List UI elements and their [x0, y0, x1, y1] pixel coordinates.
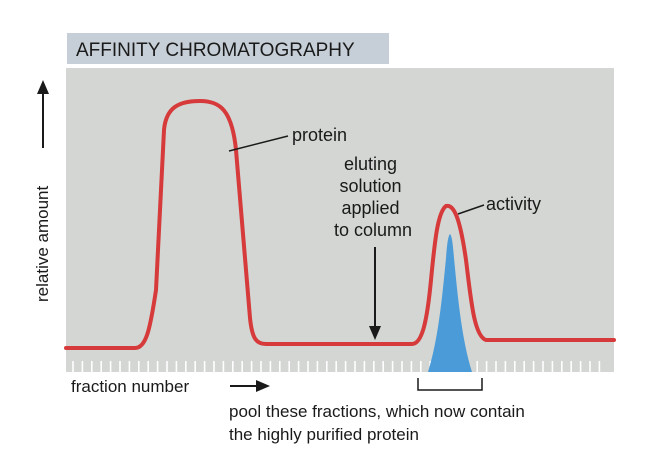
eluting-line-4: to column — [334, 220, 412, 240]
plot-panel — [66, 68, 614, 372]
pool-caption-line-1: pool these fractions, which now contain — [229, 402, 525, 421]
x-axis-label: fraction number — [71, 377, 189, 396]
y-axis-arrow-head — [37, 80, 49, 94]
eluting-line-3: applied — [341, 198, 399, 218]
y-axis-label-group: relative amount — [33, 80, 52, 302]
pool-caption: pool these fractions, which now contain … — [229, 402, 530, 444]
y-axis-label: relative amount — [33, 185, 52, 302]
eluting-arrow — [369, 247, 381, 340]
protein-curve — [64, 99, 616, 350]
figure-title: AFFINITY CHROMATOGRAPHY — [76, 40, 355, 61]
pool-caption-line-2: the highly purified protein — [229, 425, 419, 444]
protein-leader-line — [228, 135, 289, 152]
activity-peak — [428, 234, 472, 372]
eluting-line-1: eluting — [344, 154, 397, 174]
x-axis-arrow-head — [256, 380, 270, 392]
pool-bracket — [417, 378, 483, 391]
protein-label: protein — [292, 125, 347, 145]
activity-leader-line — [457, 204, 485, 215]
x-axis-label-group: fraction number — [71, 377, 270, 396]
eluting-line-2: solution — [339, 176, 401, 196]
title-banner — [67, 33, 389, 64]
eluting-solution-label: eluting solution applied to column — [334, 154, 412, 240]
activity-label: activity — [486, 194, 541, 214]
